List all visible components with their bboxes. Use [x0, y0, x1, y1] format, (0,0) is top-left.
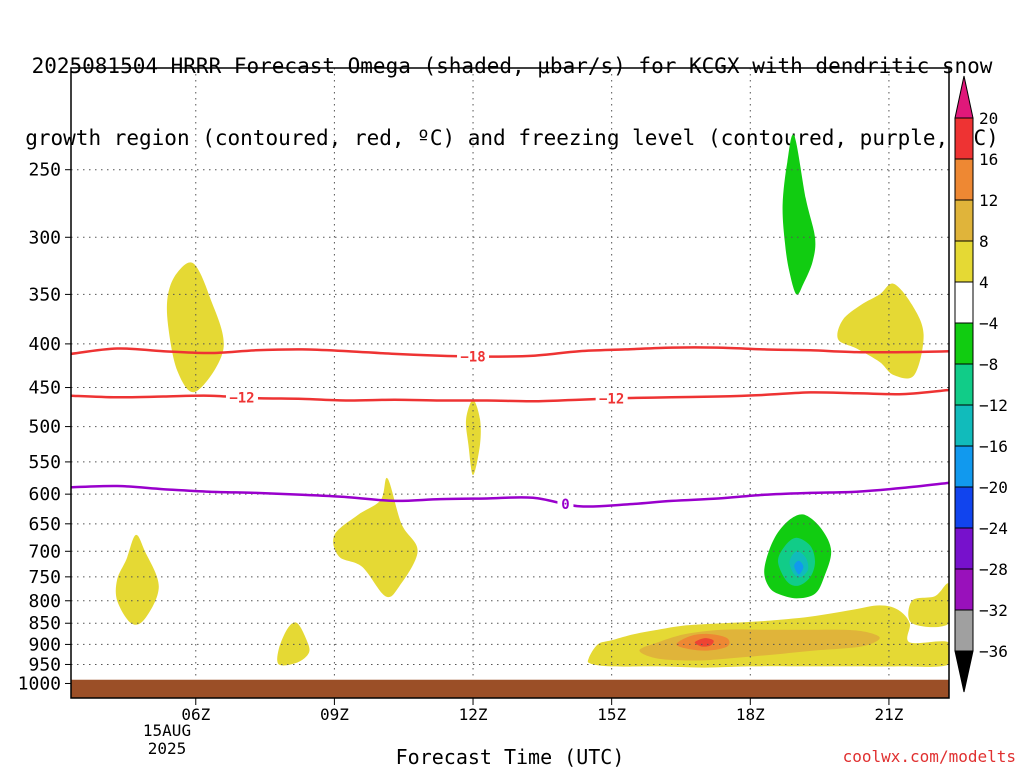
colorbar: 20 16 12 8 4 −4 −8 −12 −16 −20 −24 −28 −32 −36 [954, 75, 1008, 693]
x-tick-label-12Z: 12Z [459, 705, 488, 724]
y-tick-label-850: 850 [28, 613, 61, 634]
x-tick-label-15Z: 15Z [597, 705, 626, 724]
omega-region-5 [837, 283, 924, 379]
date-label-day: 15AUG [143, 721, 191, 740]
ground-fill [71, 679, 949, 698]
y-tick-label-900: 900 [28, 634, 61, 655]
colorbar-label-13: −36 [979, 642, 1008, 661]
colorbar-label-0: 20 [979, 109, 998, 128]
temperature-contours: −18 −12 −12 0 [71, 346, 949, 513]
colorbar-box-4 [954, 281, 974, 324]
y-tick-label-400: 400 [28, 334, 61, 355]
x-axis-title: Forecast Time (UTC) [396, 745, 625, 768]
colorbar-box-12 [954, 609, 974, 652]
colorbar-label-12: −32 [979, 601, 1008, 620]
contour-line--12 [71, 388, 949, 403]
y-tick-label-800: 800 [28, 591, 61, 612]
y-tick-label-700: 700 [28, 541, 61, 562]
colorbar-top-arrow [954, 75, 974, 119]
y-tick-label-300: 300 [28, 227, 61, 248]
colorbar-label-1: 16 [979, 150, 998, 169]
y-tick-label-500: 500 [28, 417, 61, 438]
omega-region-3 [465, 399, 481, 476]
chart-title: 2025081504 HRRR Forecast Omega (shaded, … [0, 6, 1024, 174]
x-tick-label-21Z: 21Z [874, 705, 903, 724]
y-tick-label-750: 750 [28, 567, 61, 588]
colorbar-label-11: −28 [979, 560, 1008, 579]
colorbar-box-0 [954, 117, 974, 160]
y-tick-label-350: 350 [28, 284, 61, 305]
omega-shading [115, 134, 949, 668]
contour-label-bg--12 [595, 390, 628, 407]
omega-region-6 [908, 583, 949, 628]
omega-region-11 [782, 134, 816, 295]
x-tick-label-09Z: 09Z [320, 705, 349, 724]
colorbar-label-10: −24 [979, 519, 1008, 538]
y-tick-label-650: 650 [28, 514, 61, 535]
date-label-year: 2025 [148, 739, 187, 758]
colorbar-bottom-arrow [954, 650, 974, 693]
colorbar-box-2 [954, 199, 974, 242]
title-line-2: growth region (contoured, red, ºC) and f… [25, 126, 999, 150]
colorbar-label-7: −12 [979, 396, 1008, 415]
omega-region-10 [694, 638, 714, 647]
colorbar-box-5 [954, 322, 974, 365]
y-tick-label-450: 450 [28, 378, 61, 399]
contour-label-bg--18 [457, 348, 490, 365]
y-axis: 2503003504004505005506006507007508008509… [18, 160, 71, 694]
omega-region-1 [115, 534, 159, 625]
contour-line-0 [71, 481, 949, 508]
colorbar-label-8: −16 [979, 437, 1008, 456]
contour-label--12: −12 [229, 390, 254, 406]
contour-label-bg--12 [225, 389, 258, 406]
colorbar-box-9 [954, 486, 974, 529]
contour-line--18 [71, 346, 949, 358]
ground-layer [71, 679, 949, 698]
grid [71, 68, 949, 698]
date-label: 15AUG 2025 [143, 721, 191, 758]
y-tick-label-250: 250 [28, 160, 61, 181]
colorbar-label-6: −8 [979, 355, 998, 374]
y-tick-label-600: 600 [28, 484, 61, 505]
colorbar-label-2: 12 [979, 191, 998, 210]
colorbar-box-3 [954, 240, 974, 283]
colorbar-box-1 [954, 158, 974, 201]
watermark: coolwx.com/modelts [843, 747, 1016, 766]
y-tick-label-550: 550 [28, 452, 61, 473]
omega-region-15 [794, 560, 804, 575]
colorbar-box-8 [954, 445, 974, 488]
title-line-1: 2025081504 HRRR Forecast Omega (shaded, … [31, 54, 993, 78]
x-tick-label-06Z: 06Z [181, 705, 210, 724]
contour-label--18: −18 [460, 349, 485, 365]
colorbar-box-7 [954, 404, 974, 447]
plot-area: −18 −12 −12 0 [70, 67, 950, 699]
y-tick-label-950: 950 [28, 654, 61, 675]
colorbar-box-6 [954, 363, 974, 406]
contour-label-bg-0 [557, 495, 574, 512]
colorbar-label-5: −4 [979, 314, 998, 333]
colorbar-label-4: 4 [979, 273, 989, 292]
x-axis: 06Z 09Z 12Z 15Z 18Z 21Z [181, 698, 904, 724]
colorbar-box-10 [954, 527, 974, 570]
y-tick-label-1000: 1000 [18, 673, 61, 694]
colorbar-box-11 [954, 568, 974, 611]
contour-label-0: 0 [561, 497, 569, 513]
contour-label--12: −12 [599, 392, 624, 408]
colorbar-label-3: 8 [979, 232, 989, 251]
x-tick-label-18Z: 18Z [736, 705, 765, 724]
plot-frame [70, 67, 950, 699]
colorbar-label-9: −20 [979, 478, 1008, 497]
omega-region-2 [333, 477, 418, 598]
